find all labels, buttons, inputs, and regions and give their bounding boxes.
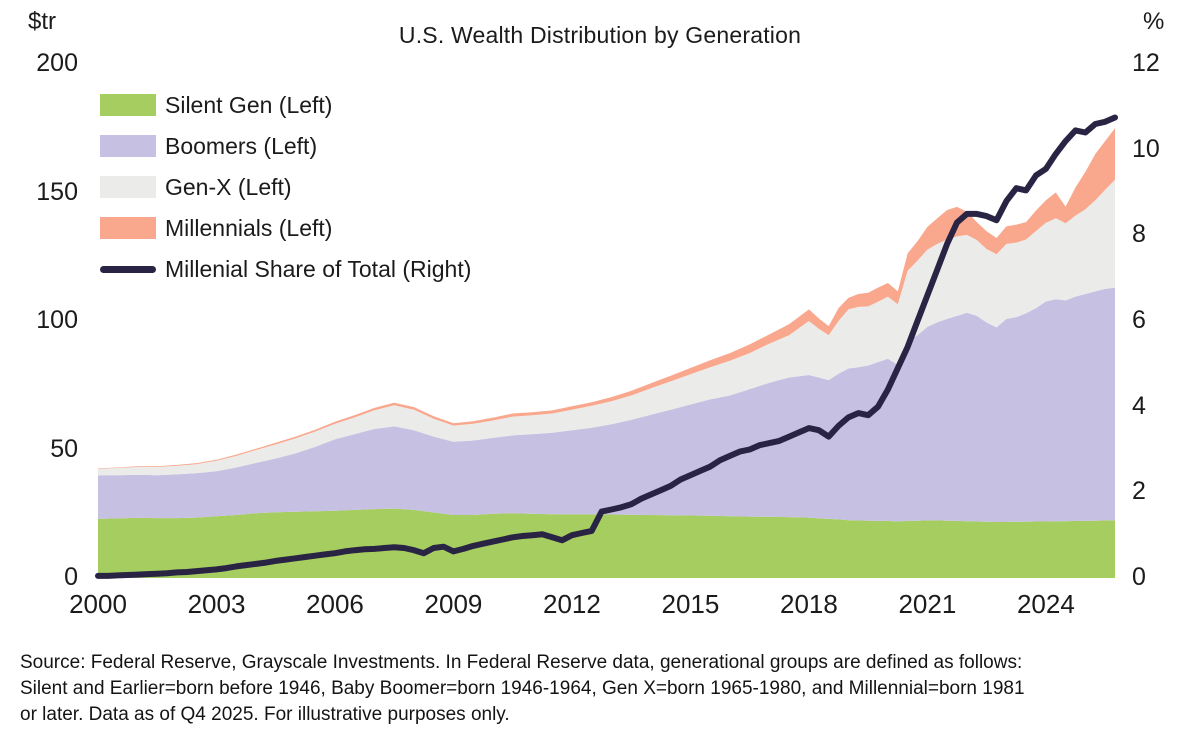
millennial-share-line xyxy=(95,114,1118,579)
right-axis-tick-label: 6 xyxy=(1132,306,1146,334)
legend-item-label: Millenial Share of Total (Right) xyxy=(165,255,472,282)
legend-item: Millennials (Left) xyxy=(100,214,471,241)
right-axis-tick-label: 12 xyxy=(1132,49,1160,77)
x-axis-tick-label: 2009 xyxy=(424,589,483,619)
x-axis-tick-label: 2024 xyxy=(1016,589,1075,619)
source-note: Source: Federal Reserve, Grayscale Inves… xyxy=(20,650,1190,728)
legend: Silent Gen (Left) Boomers (Left) Gen-X (Le… xyxy=(100,91,472,282)
left-axis-tick-label: 50 xyxy=(50,434,78,463)
left-axis-tick-label: 150 xyxy=(36,177,78,206)
x-axis-tick-label: 2021 xyxy=(898,589,957,619)
left-axis-unit-label: $tr xyxy=(28,8,57,35)
x-axis-tick-label: 2012 xyxy=(543,589,601,619)
right-axis-tick-label: 0 xyxy=(1132,563,1146,591)
legend-item-label: Gen-X (Left) xyxy=(165,173,292,200)
legend-item: Gen-X (Left) xyxy=(100,173,471,200)
legend-item-label: Millennials (Left) xyxy=(165,214,333,241)
legend-item: Millenial Share of Total (Right) xyxy=(100,255,472,282)
x-axis-tick-label: 2003 xyxy=(187,589,246,619)
left-axis-tick-label: 100 xyxy=(36,306,78,334)
legend-color-swatch-icon xyxy=(100,176,156,198)
right-axis-unit-label: % xyxy=(1143,8,1165,35)
chart-title: U.S. Wealth Distribution by Generation xyxy=(398,22,802,48)
legend-item: Boomers (Left) xyxy=(100,132,471,159)
legend-item-label: Boomers (Left) xyxy=(165,132,318,159)
legend-color-swatch-icon xyxy=(100,94,156,116)
legend-color-swatch-icon xyxy=(100,135,156,157)
left-axis-tick-label: 0 xyxy=(64,563,78,591)
right-axis-tick-label: 4 xyxy=(1132,391,1146,420)
legend-line-swatch-icon xyxy=(100,265,156,273)
area-silent xyxy=(98,508,1115,578)
x-axis-tick-label: 2018 xyxy=(779,589,838,619)
source-note-line: or later. Data as of Q4 2025. For illust… xyxy=(20,704,510,725)
right-axis-tick-label: 2 xyxy=(1132,477,1146,506)
x-axis-tick-label: 2000 xyxy=(69,589,127,619)
legend-color-swatch-icon xyxy=(100,217,156,239)
right-axis-tick-label: 8 xyxy=(1132,220,1146,249)
left-axis-tick-label: 200 xyxy=(36,49,78,77)
area-millennials xyxy=(98,128,1115,469)
source-note-line: Silent and Earlier=born before 1946, Bab… xyxy=(20,678,1025,699)
source-note-line: Source: Federal Reserve, Grayscale Inves… xyxy=(20,652,1023,673)
right-axis-tick-label: 10 xyxy=(1132,134,1160,163)
legend-item-label: Silent Gen (Left) xyxy=(165,91,333,118)
x-axis-tick-label: 2015 xyxy=(661,589,720,619)
area-boomers xyxy=(98,287,1115,522)
x-axis-tick-label: 2006 xyxy=(306,589,364,619)
plot-area xyxy=(95,114,1118,579)
area-genx xyxy=(98,179,1115,476)
legend-item: Silent Gen (Left) xyxy=(100,91,471,118)
